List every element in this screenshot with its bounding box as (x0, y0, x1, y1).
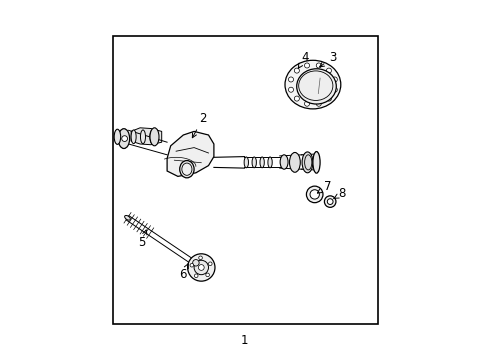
Circle shape (205, 273, 209, 277)
Circle shape (316, 101, 321, 106)
Circle shape (194, 274, 198, 278)
Ellipse shape (296, 69, 336, 104)
Circle shape (326, 68, 331, 73)
Ellipse shape (289, 153, 300, 172)
Circle shape (288, 87, 293, 92)
Ellipse shape (149, 130, 155, 144)
Circle shape (190, 264, 193, 267)
Circle shape (304, 63, 309, 68)
Ellipse shape (114, 129, 121, 144)
Circle shape (326, 96, 331, 101)
Ellipse shape (267, 157, 272, 168)
Ellipse shape (124, 215, 130, 220)
Ellipse shape (260, 157, 264, 168)
Circle shape (324, 196, 335, 207)
Text: 8: 8 (333, 187, 346, 200)
Circle shape (198, 265, 204, 270)
Ellipse shape (140, 130, 145, 144)
Ellipse shape (118, 129, 129, 149)
Circle shape (198, 256, 202, 260)
Circle shape (208, 262, 212, 266)
Circle shape (316, 63, 321, 68)
Circle shape (332, 87, 337, 92)
Ellipse shape (251, 157, 256, 168)
Ellipse shape (244, 157, 248, 168)
Ellipse shape (179, 161, 194, 178)
Text: 4: 4 (298, 51, 308, 68)
Text: 3: 3 (319, 51, 336, 67)
Circle shape (294, 96, 299, 101)
Ellipse shape (131, 130, 136, 144)
Circle shape (309, 190, 319, 199)
Circle shape (122, 136, 127, 141)
Ellipse shape (302, 152, 312, 173)
Text: 7: 7 (317, 180, 330, 193)
Bar (113, 36, 377, 324)
Polygon shape (131, 128, 162, 145)
Text: 2: 2 (192, 112, 206, 138)
Circle shape (194, 260, 208, 275)
Circle shape (288, 77, 293, 82)
Text: 5: 5 (138, 230, 146, 249)
Circle shape (306, 186, 322, 203)
Circle shape (192, 260, 199, 266)
Ellipse shape (182, 163, 192, 175)
Ellipse shape (150, 128, 159, 146)
Circle shape (304, 101, 309, 106)
Ellipse shape (285, 60, 340, 109)
Ellipse shape (312, 152, 320, 173)
Circle shape (294, 68, 299, 73)
Circle shape (326, 199, 332, 204)
Polygon shape (167, 131, 213, 176)
Ellipse shape (280, 155, 287, 169)
Circle shape (332, 77, 337, 82)
Text: 6: 6 (179, 264, 188, 281)
Text: 1: 1 (240, 334, 248, 347)
Circle shape (187, 254, 215, 281)
